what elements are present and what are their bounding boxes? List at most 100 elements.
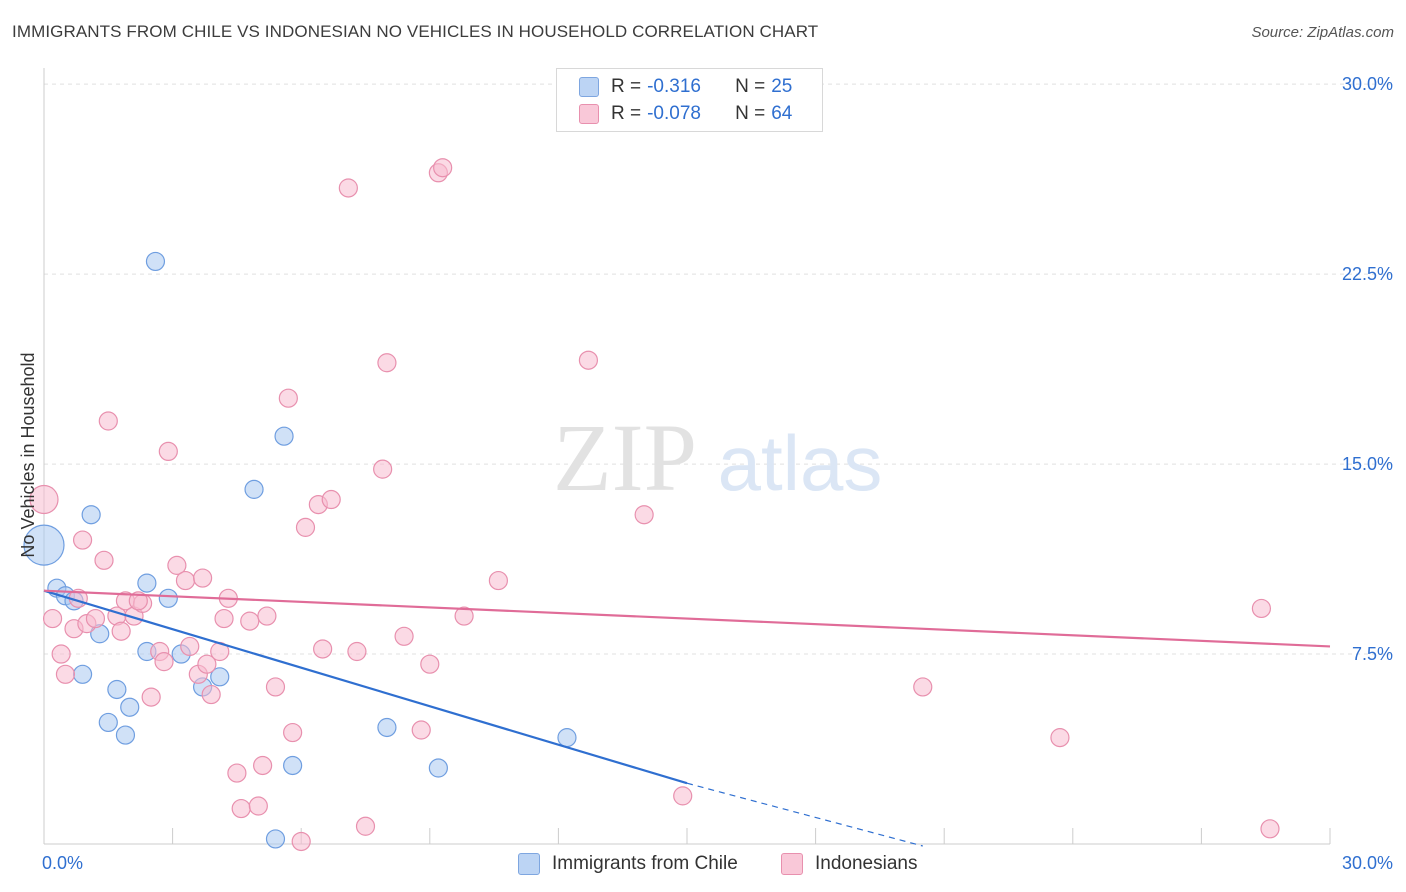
point-indonesians [321,489,341,510]
legend-swatch-chile [579,77,599,97]
point-chile [274,426,294,446]
point-indonesians [111,621,131,641]
point-chile [210,667,230,687]
point-indonesians [42,608,63,629]
point-indonesians [347,641,367,662]
point-indonesians [85,608,106,629]
series-swatch-chile [518,853,540,875]
point-indonesians [634,505,654,525]
point-indonesians [180,636,200,657]
point-indonesians [193,568,213,588]
point-indonesians [488,570,508,591]
legend-r-label: R = [611,103,642,124]
tick-labels: 7.5% 15.0% 22.5% 30.0% 0.0% 30.0% [42,74,1393,873]
point-chile [107,679,127,700]
legend-n-label: N = [735,76,766,97]
point-indonesians [373,459,393,479]
point-chile [145,251,166,272]
point-indonesians [55,664,76,684]
series-label-indonesians: Indonesians [815,853,918,874]
point-indonesians [257,606,277,626]
point-chile [120,697,140,717]
legend-r-label: R = [611,76,642,97]
legend-row-indonesians: R = -0.078 N = 64 [579,102,792,126]
legend-r-value: -0.316 [647,76,701,97]
axes [43,68,1331,845]
point-indonesians [231,798,251,819]
point-indonesians [214,608,234,629]
y-tick-label: 15.0% [1342,454,1393,474]
point-indonesians [313,639,333,659]
point-chile [98,712,118,733]
point-chile [428,758,448,778]
watermark: ZIP atlas [553,404,882,511]
point-indonesians [248,796,268,816]
point-indonesians [283,722,303,743]
point-indonesians [278,388,298,408]
point-indonesians [291,831,311,852]
series-swatch-indonesians [781,853,803,875]
y-axis-label: No Vehicles in Household [18,352,38,557]
point-chile [115,725,136,745]
point-indonesians [1050,728,1070,748]
point-indonesians [433,158,453,178]
legend-n-label: N = [735,103,766,124]
point-indonesians [51,644,71,664]
point-chile [557,728,577,748]
point-indonesians [355,816,376,836]
x-tick-label: 0.0% [42,853,83,873]
point-indonesians [394,626,414,646]
legend-row-chile: R = -0.316 N = 25 [579,75,792,99]
legend-swatch-indonesians [579,104,599,124]
chart-title: IMMIGRANTS FROM CHILE VS INDONESIAN NO V… [12,22,819,41]
legend-n-value: 64 [771,103,793,124]
trend-line-indonesians [43,589,1331,648]
point-chile [244,479,264,499]
point-indonesians [197,654,217,674]
point-indonesians [98,411,118,431]
point-indonesians [29,484,59,515]
point-indonesians [227,763,247,783]
point-indonesians [295,517,316,537]
x-tick-label: 30.0% [1342,853,1393,873]
stats-legend: R = -0.316 N = 25 R = -0.078 N = 64 [556,68,823,132]
trend-line-chile-extension [686,782,923,847]
point-indonesians [913,677,933,697]
point-indonesians [1260,819,1280,839]
point-indonesians [420,654,440,674]
point-indonesians [72,530,93,550]
point-indonesians [167,555,187,575]
point-chile [283,755,303,776]
grid-lines [44,83,1394,655]
point-chile [137,573,157,593]
legend-r-value: -0.078 [647,103,701,124]
trend-line-chile [43,589,688,785]
point-chile [377,717,397,738]
point-indonesians [94,550,114,570]
legend-n-value: 25 [771,76,793,97]
point-indonesians [128,591,148,611]
point-indonesians [578,350,599,370]
watermark-atlas: atlas [718,419,883,507]
y-tick-label: 22.5% [1342,264,1393,284]
point-indonesians [154,652,174,672]
y-tick-label: 30.0% [1342,74,1393,94]
chart-source: Source: ZipAtlas.com [1251,24,1394,41]
point-indonesians [201,684,221,705]
y-tick-label: 7.5% [1352,644,1393,664]
point-chile [72,664,93,684]
point-indonesians [411,720,431,740]
point-indonesians [141,687,161,707]
point-indonesians [338,178,358,198]
series-label-chile: Immigrants from Chile [552,853,738,874]
point-indonesians [454,606,474,626]
point-indonesians [175,570,196,591]
point-indonesians [253,755,273,776]
point-chile [23,524,65,566]
point-indonesians [377,353,397,373]
point-indonesians [158,441,178,461]
point-indonesians [1251,598,1272,619]
watermark-zip: ZIP [553,404,697,511]
point-chile [265,829,286,849]
